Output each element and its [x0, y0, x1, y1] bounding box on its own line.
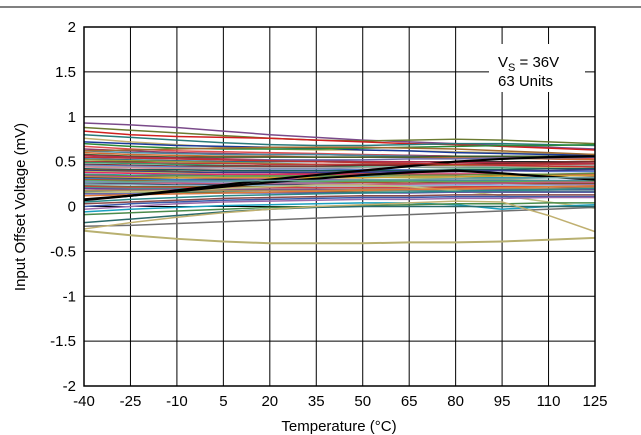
plot-frame: [83, 26, 596, 387]
y-tick-label: 0: [68, 199, 76, 216]
series-line-7: [83, 142, 596, 150]
series-line-3: [83, 130, 596, 151]
series-line-37: [83, 181, 595, 185]
x-tick-label: 35: [308, 393, 325, 410]
series-line-5: [83, 137, 596, 156]
x-tick-label: 65: [401, 393, 418, 410]
x-tick-label: 110: [537, 393, 561, 410]
x-tick-label: -25: [120, 393, 142, 410]
y-tick-label: 2: [68, 19, 76, 36]
series-line-63: [83, 146, 596, 156]
series-line-23: [83, 168, 595, 172]
series-line-58: [83, 205, 595, 224]
y-tick-label: -2: [63, 378, 76, 395]
annotation-box: [489, 44, 585, 92]
y-axis-label: Input Offset Voltage (mV): [12, 123, 29, 291]
y-tick-label: -1: [63, 288, 76, 305]
x-tick-label: 5: [219, 393, 227, 410]
series-line-39: [84, 184, 595, 187]
series-line-48: [83, 185, 596, 197]
series-line-57: [83, 206, 596, 227]
x-tick-labels: -40 -25 -10 5 20 35 50 65 80 95 110 125: [73, 393, 607, 410]
series-line-54: [83, 196, 595, 210]
series-line-12: [83, 153, 595, 158]
x-tick-label: 20: [261, 393, 278, 410]
y-tick-label: -1.5: [50, 333, 76, 350]
series-line-18: [83, 161, 595, 170]
x-tick-label: -10: [166, 393, 188, 410]
series-line-55: [83, 202, 596, 213]
y-tick-label: -0.5: [50, 243, 76, 260]
series-line-60: [83, 229, 596, 245]
x-tick-label: 125: [582, 393, 607, 410]
series-line-61: [83, 156, 596, 168]
units-annotation: 63 Units: [498, 73, 553, 90]
series-line-50: [83, 155, 596, 202]
series-line-51: [83, 187, 596, 203]
x-tick-label: -40: [73, 393, 95, 410]
x-tick-label: 80: [447, 393, 464, 410]
y-tick-label: 0.5: [55, 154, 76, 171]
y-tick-label: 1: [68, 109, 76, 126]
series-line-4: [83, 133, 596, 147]
x-tick-label: 50: [354, 393, 371, 410]
y-tick-label: 1.5: [55, 64, 76, 81]
series-line-52: [83, 194, 595, 205]
series-line-53: [83, 195, 595, 208]
y-tick-labels: -2 -1.5 -1 -0.5 0 0.5 1 1.5 2: [50, 19, 76, 395]
series-lines: [83, 122, 596, 245]
x-tick-label: 95: [494, 393, 511, 410]
series-line-19: [83, 160, 596, 167]
supply-voltage-annotation: VS = 36V: [498, 54, 559, 74]
series-line-17: [83, 160, 595, 166]
x-axis-label: Temperature (°C): [281, 418, 396, 435]
series-line-59: [83, 200, 596, 233]
series-line-62: [84, 177, 595, 184]
